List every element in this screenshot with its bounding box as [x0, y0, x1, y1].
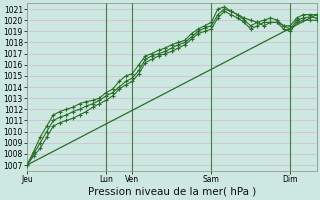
X-axis label: Pression niveau de la mer( hPa ): Pression niveau de la mer( hPa ) [88, 187, 256, 197]
